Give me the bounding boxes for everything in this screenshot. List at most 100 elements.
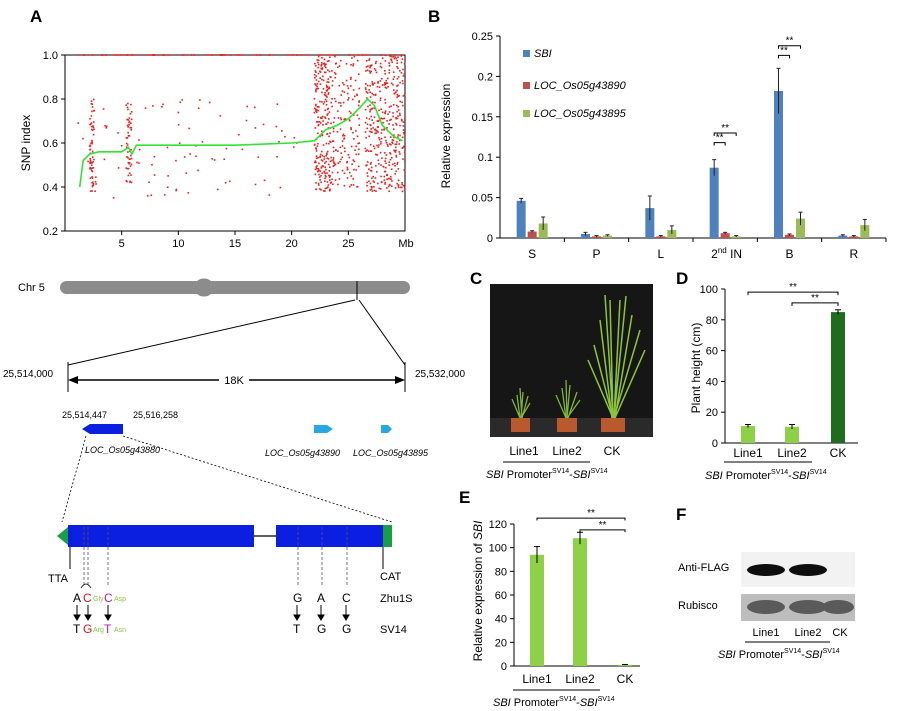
snp-point [366, 190, 369, 192]
snp-point [395, 156, 398, 158]
snp-point [314, 160, 317, 162]
snp-point [370, 64, 373, 67]
snp-point [395, 143, 398, 146]
snp-point [397, 186, 400, 189]
snp-point [130, 127, 133, 129]
snp-point [178, 142, 181, 145]
significance-label: ** [780, 45, 788, 56]
legend-label-loc890: LOC_Os05g43890 [534, 80, 627, 92]
snp-point [207, 54, 210, 56]
snp-point [396, 96, 398, 99]
snp-point [386, 119, 388, 122]
snp-point [381, 77, 383, 80]
snp-point [399, 54, 402, 56]
snp-point [332, 161, 335, 163]
snp-point [130, 157, 133, 160]
mut-base-4: T [293, 622, 301, 636]
snp-point [321, 57, 323, 59]
snp-point [89, 160, 92, 162]
snp-point [319, 77, 321, 79]
y-tick-label: 100 [700, 284, 718, 296]
snp-point [102, 108, 105, 110]
snp-point [130, 174, 132, 176]
snp-point [169, 54, 171, 56]
snp-point [185, 172, 188, 174]
snp-point [341, 169, 344, 172]
snp-point [130, 118, 133, 121]
snp-point [91, 176, 93, 178]
snp-point [395, 149, 397, 152]
snp-point [343, 91, 346, 93]
snp-point [352, 184, 355, 186]
snp-y-tick-label: 0.4 [43, 182, 58, 194]
snp-point [376, 154, 379, 156]
snp-point [321, 172, 324, 174]
snp-point [115, 54, 117, 56]
arrow-head-left [68, 376, 78, 384]
bar-R-2 [860, 225, 870, 238]
ref-base-1: A [73, 591, 81, 605]
snp-point [399, 114, 401, 117]
snp-point [380, 108, 383, 110]
snp-point [333, 162, 336, 165]
snp-point [345, 62, 348, 65]
snp-point [382, 121, 384, 124]
snp-point [300, 54, 303, 56]
snp-point [181, 54, 184, 56]
snp-point [324, 172, 327, 174]
snp-point [393, 92, 396, 95]
rubisco-band-line1 [747, 600, 785, 614]
snp-point [129, 154, 132, 157]
snp-point [213, 54, 215, 56]
chromosome-label: Chr 5 [18, 282, 45, 294]
snp-point [325, 154, 327, 157]
snp-point [385, 82, 388, 84]
snp-point [346, 160, 348, 163]
bar-B-0 [774, 90, 783, 238]
mutation-arrows [73, 605, 350, 621]
snp-point [402, 104, 404, 107]
snp-y-tick-label: 1.0 [43, 50, 58, 62]
snp-point [331, 140, 334, 143]
snp-point [236, 54, 239, 56]
snp-point [315, 111, 318, 113]
snp-point [148, 181, 150, 184]
snp-point [383, 84, 386, 86]
snp-point [89, 145, 91, 148]
snp-point [256, 54, 259, 56]
snp-point [127, 126, 129, 128]
snp-point [87, 160, 89, 163]
snp-point [373, 116, 376, 119]
snp-point [392, 128, 395, 130]
snp-point [299, 54, 301, 56]
snp-point [222, 54, 224, 56]
snp-point [398, 112, 401, 115]
snp-point [152, 105, 154, 107]
gene-name-2: LOC_Os05g43890 [265, 448, 340, 458]
snp-point [368, 118, 371, 120]
snp-point [402, 121, 405, 123]
snp-point [326, 108, 329, 111]
panel-label-a: A [30, 7, 42, 26]
snp-point [317, 142, 319, 145]
snp-point [90, 115, 93, 117]
region-size-label: 18K [224, 375, 244, 387]
snp-point [350, 128, 353, 131]
snp-point [326, 89, 328, 92]
snp-point [372, 83, 374, 86]
bar-S-2 [538, 223, 548, 238]
snp-point [350, 145, 353, 148]
snp-point [338, 101, 340, 104]
snp-point [323, 101, 326, 103]
snp-point [334, 163, 337, 166]
snp-point [329, 188, 331, 191]
snp-point [328, 111, 331, 113]
y-tick-label: 0.2 [478, 71, 493, 83]
significance-label: ** [811, 293, 819, 304]
snp-point [402, 68, 404, 71]
snp-point [392, 56, 395, 58]
snp-point [126, 118, 128, 121]
snp-point [343, 83, 345, 86]
snp-point [371, 190, 374, 192]
snp-point [369, 143, 372, 146]
